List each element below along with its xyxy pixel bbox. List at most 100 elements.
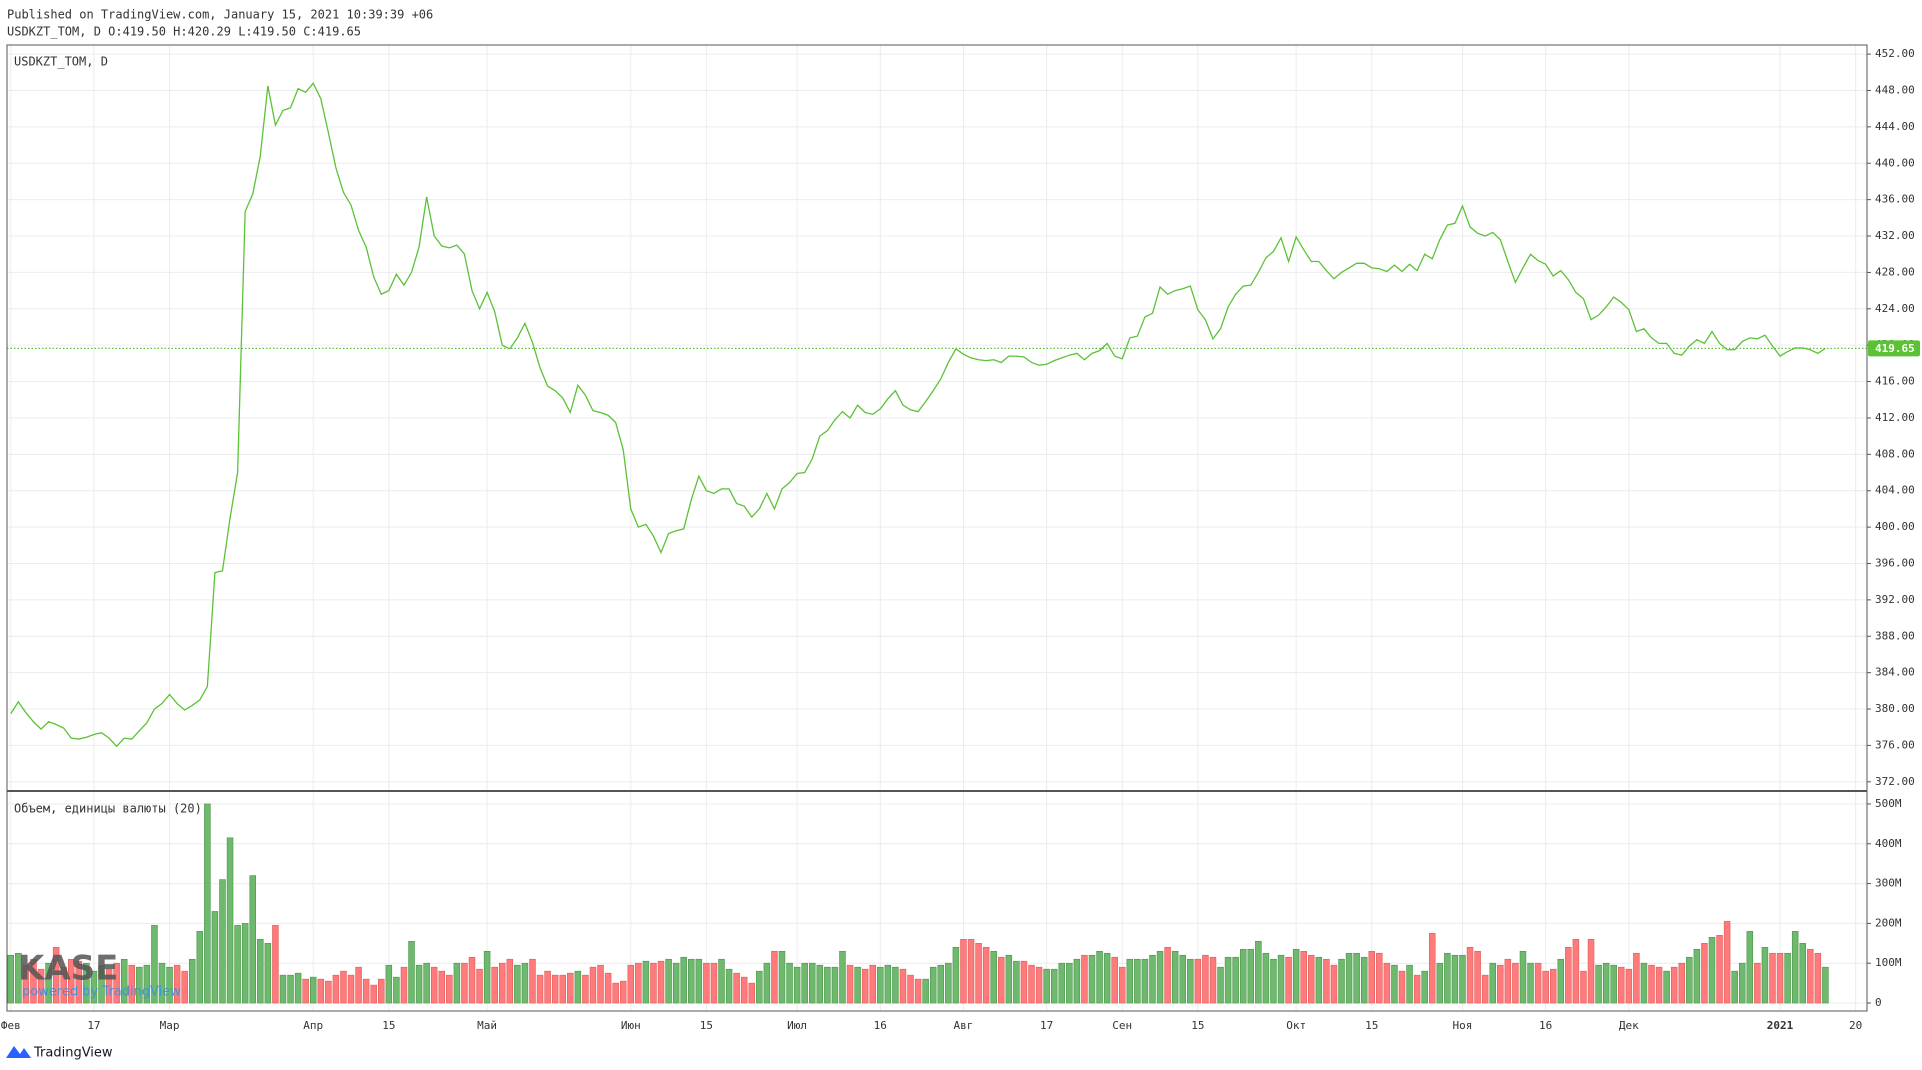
volume-bar [1534,962,1542,1004]
volume-bar [1610,964,1617,1004]
volume-bar [1618,966,1625,1004]
volume-bar [1285,956,1292,1004]
x-tick-label: Авг [954,1019,974,1032]
volume-bar [1686,956,1693,1004]
volume-bar [1633,952,1640,1004]
volume-bar [75,960,83,1004]
volume-bar [393,976,400,1004]
published-line: Published on TradingView.com, January 15… [7,8,433,22]
volume-bar [627,964,635,1004]
y-tick-label: 444.00 [1875,120,1915,133]
volume-bar [960,939,967,1004]
volume-bar [1103,952,1111,1004]
volume-bar [1670,966,1678,1004]
volume-bar [1043,968,1050,1004]
volume-bar [483,950,491,1004]
volume-bar [1481,974,1489,1004]
volume-bar [60,966,67,1004]
volume-bar [166,966,173,1004]
volume-bar [786,962,793,1004]
volume-bar [408,941,415,1004]
volume-bar [1436,962,1444,1004]
volume-bar [506,958,514,1004]
volume-bar [899,968,907,1004]
volume-bar [1330,964,1338,1004]
volume-bar [1360,956,1368,1004]
volume-bar [1822,966,1829,1004]
volume-bar [1519,950,1527,1004]
volume-bar [1156,950,1164,1004]
volume-bar [362,978,370,1004]
volume-bar [37,968,45,1004]
y-tick-label: 452.00 [1875,47,1915,60]
volume-bar [529,958,536,1004]
volume-bar [1171,950,1179,1004]
volume-bar [340,970,347,1004]
volume-bar [740,976,748,1004]
volume-bar [1081,954,1088,1004]
volume-bar [498,962,506,1004]
volume-bar [1232,956,1239,1004]
volume-bar [1035,966,1043,1004]
price-line [10,82,1826,748]
x-tick-label: 16 [874,1019,887,1032]
volume-bar [1565,946,1572,1004]
volume-bar [771,950,778,1004]
x-tick-label: Май [477,1019,497,1032]
volume-bar [1731,970,1738,1004]
y-tick-label: 376.00 [1875,738,1915,751]
volume-bar [763,962,771,1004]
volume-bar [808,962,816,1004]
ohlc-line: USDKZT_TOM, D O:419.50 H:420.29 L:419.50… [7,25,361,39]
volume-bar [1701,943,1708,1004]
volume-bar [1746,931,1754,1004]
volume-bar [1194,958,1202,1004]
volume-bar [15,952,22,1004]
volume-bar [1512,962,1519,1004]
volume-bar [574,970,582,1004]
volume-bar [1255,941,1262,1004]
volume-bar [1391,964,1398,1004]
volume-bar [884,964,892,1004]
volume-bar [967,939,975,1004]
volume-bar [1066,962,1073,1004]
volume-bar [22,964,30,1004]
y-tick-label: 400M [1875,837,1902,850]
x-tick-label: 15 [700,1019,713,1032]
x-tick-label: Июл [787,1019,807,1032]
volume-bar [589,966,597,1004]
volume-bar [1013,960,1020,1004]
volume-bar [733,972,740,1004]
volume-bar [98,964,105,1004]
volume-bar [892,966,899,1004]
volume-bar [1640,962,1648,1004]
volume-bar [1323,958,1330,1004]
volume-bar [415,964,423,1004]
volume-bar [1723,921,1731,1004]
volume-bar [846,964,854,1004]
volume-bar [597,964,604,1004]
volume-bar [544,970,551,1004]
volume-bar [120,958,128,1004]
volume-bar [1134,958,1141,1004]
volume-bar [1262,952,1270,1004]
volume-bar [370,984,377,1004]
y-tick-label: 200M [1875,916,1902,929]
volume-bar [1459,954,1466,1004]
volume-bar [1497,964,1504,1004]
y-tick-label: 432.00 [1875,229,1915,242]
volume-bar [1421,970,1428,1004]
volume-bar [672,962,680,1004]
volume-bar [1769,952,1776,1004]
volume-bar [710,962,718,1004]
volume-bar [438,970,446,1004]
x-tick-label: 16 [1539,1019,1552,1032]
volume-bar [347,974,355,1004]
volume-bar [1300,950,1307,1004]
volume-bar [703,962,710,1004]
footer-logo [6,1046,31,1058]
volume-bar [1149,954,1156,1004]
volume-bar [1807,948,1814,1004]
